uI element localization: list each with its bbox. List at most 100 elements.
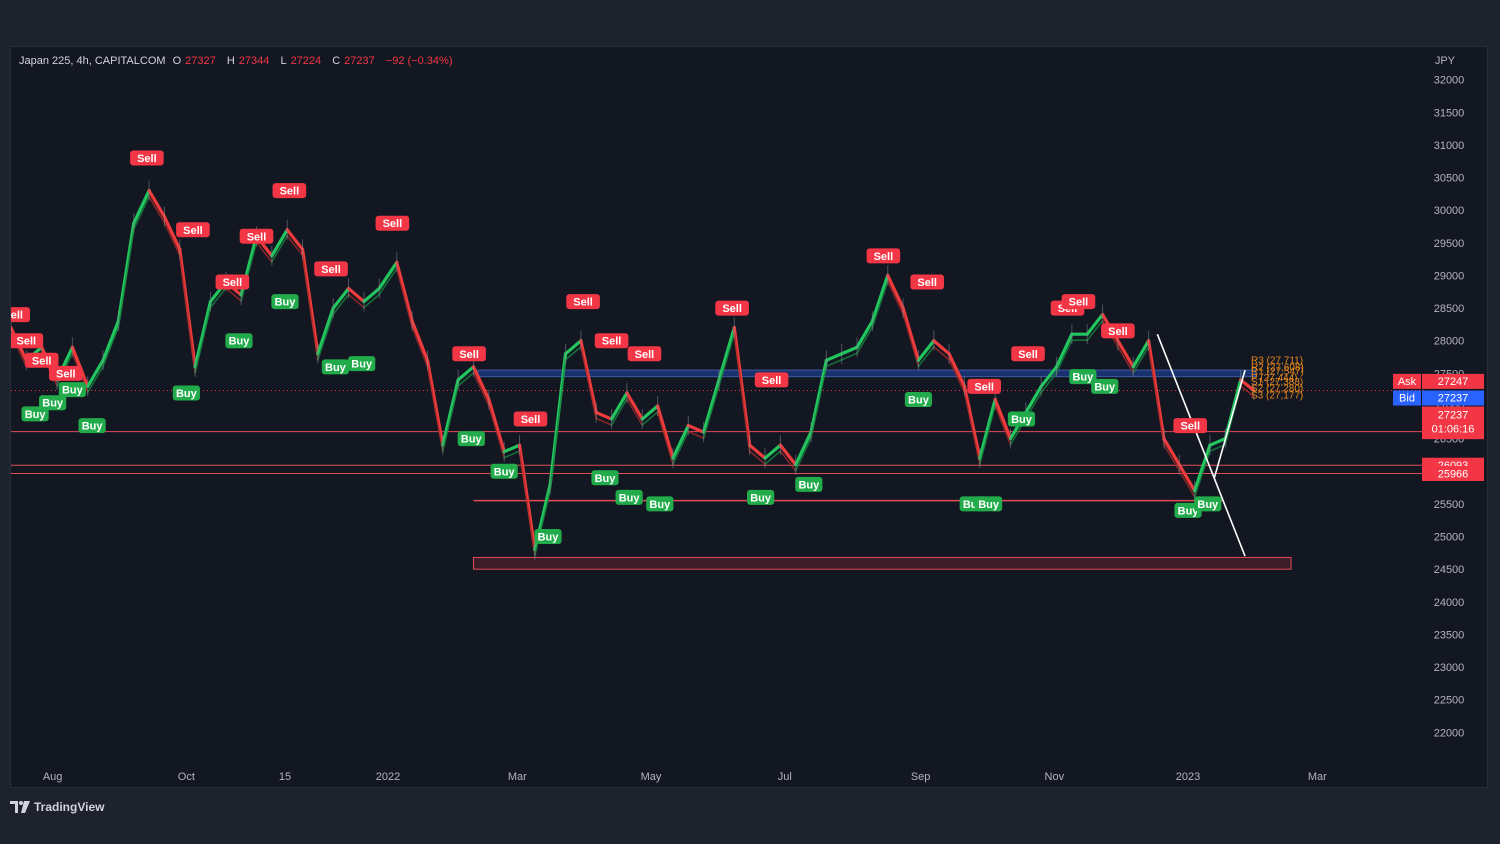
price-ribbon-segment (779, 450, 797, 472)
currency-label[interactable]: JPY (1434, 55, 1455, 67)
price-ribbon-segment (472, 372, 490, 407)
chart-panel[interactable]: SellSellSellSellBuyBuyBuyBuySellSellBuyS… (10, 46, 1488, 788)
buy-signal: Buy (747, 489, 775, 505)
price-ribbon-segment (564, 345, 582, 361)
buy-signal: Buy (1194, 496, 1222, 512)
price-segment (162, 215, 182, 251)
sell-label: Sell (459, 349, 479, 361)
price-ribbon-segment (687, 430, 705, 439)
tradingview-logo[interactable]: TradingView (10, 800, 104, 814)
x-tick-label: 15 (279, 771, 291, 783)
price-ribbon-segment (1147, 345, 1165, 446)
sell-label: Sell (762, 375, 782, 387)
price-ribbon-segment (917, 345, 935, 368)
sell-signal: Sell (48, 365, 83, 381)
y-tick-label: 31500 (1434, 107, 1465, 119)
buy-badge (225, 333, 253, 349)
buy-label: Buy (461, 434, 483, 446)
price-change: −92 (−0.34%) (385, 55, 453, 67)
price-segment (193, 299, 213, 369)
price-ribbon-segment (1178, 469, 1196, 498)
price-segment (609, 391, 629, 421)
buy-signal: Buy (534, 529, 562, 545)
sell-label: Sell (722, 303, 742, 315)
price-segment (487, 397, 506, 454)
price-segment (1239, 378, 1256, 393)
price-segment (993, 397, 1013, 441)
price-ribbon-segment (225, 287, 242, 302)
sell-badge (566, 294, 600, 310)
sell-badge (375, 215, 410, 231)
buy-label: Buy (42, 398, 64, 410)
open-value: 27327 (185, 55, 216, 67)
price-ribbon-segment (317, 313, 335, 361)
price-ribbon-segment (979, 404, 996, 466)
pivot-label: S3 (27,177) (1251, 390, 1303, 401)
price-ribbon-segment (240, 241, 258, 302)
sell-badge (239, 228, 274, 244)
sell-badge (130, 150, 164, 166)
sell-signal: Sell (375, 215, 410, 231)
buy-label: Buy (176, 388, 198, 400)
price-segment (1162, 437, 1181, 467)
buy-badge (321, 359, 349, 375)
buy-label: Buy (351, 359, 373, 371)
price-segment (563, 339, 583, 356)
x-tick-label: Sep (911, 771, 931, 783)
price-ribbon-segment (301, 254, 319, 361)
buy-signal: Buy (615, 489, 643, 505)
buy-label: Buy (25, 409, 47, 421)
pivot-label: R1 (27,547) (1251, 366, 1304, 377)
buy-badge (490, 463, 518, 479)
sell-label: Sell (1018, 349, 1038, 361)
price-segment (671, 423, 690, 460)
sell-signal: Sell (314, 261, 348, 277)
price-chart[interactable]: SellSellSellSellBuyBuyBuyBuySellSellBuyS… (11, 47, 1487, 787)
y-tick-label: 24000 (1434, 597, 1465, 609)
buy-signal: Buy (225, 333, 253, 349)
pivot-label: R3 (27,711) (1251, 356, 1303, 367)
high-value: 27344 (238, 55, 270, 67)
sell-badge (215, 274, 250, 290)
buy-label: Buy (978, 499, 1000, 511)
price-segment (116, 221, 136, 323)
price-segment (1085, 313, 1105, 336)
ask-tag: Ask 27247 (1393, 373, 1484, 389)
sell-label: Sell (635, 349, 655, 361)
price-segment (377, 260, 399, 291)
tradingview-logo-icon (10, 801, 30, 813)
price-ribbon-segment (286, 234, 304, 257)
price-ribbon-segment (117, 228, 135, 328)
buy-signal: Buy (904, 391, 933, 407)
sell-badge (11, 333, 44, 349)
price-ribbon-segment (271, 234, 288, 263)
price-ribbon-segment (810, 365, 828, 439)
price-segment (441, 378, 460, 447)
supply-band (477, 369, 1257, 378)
price-segment (594, 410, 614, 421)
bid-label: Bid (1399, 393, 1415, 405)
buy-label: Buy (595, 473, 617, 485)
sell-label: Sell (602, 336, 622, 348)
buy-badge (904, 391, 933, 407)
sell-label: Sell (974, 381, 994, 393)
sell-badge (594, 333, 629, 349)
trend-line-1 (1156, 333, 1246, 557)
buy-label: Buy (1094, 381, 1116, 393)
price-segment (870, 273, 890, 323)
symbol-name[interactable]: Japan 225, 4h, CAPITALCOM (19, 55, 166, 67)
sell-signal: Sell (627, 346, 662, 362)
sell-signal: Sell (239, 228, 274, 244)
sell-badge (1061, 294, 1096, 310)
y-tick-label: 28000 (1434, 336, 1465, 348)
sell-signal: Sell (176, 222, 210, 238)
price-ribbon-segment (1086, 319, 1104, 342)
sell-badge (1173, 418, 1208, 434)
price-segment (346, 286, 366, 304)
x-tick-label: Oct (178, 771, 195, 783)
sell-badge (176, 222, 210, 238)
price-segment (331, 286, 351, 310)
buy-label: Buy (750, 492, 772, 504)
sell-label: Sell (1069, 297, 1089, 309)
price-ribbon-segment (656, 411, 674, 466)
